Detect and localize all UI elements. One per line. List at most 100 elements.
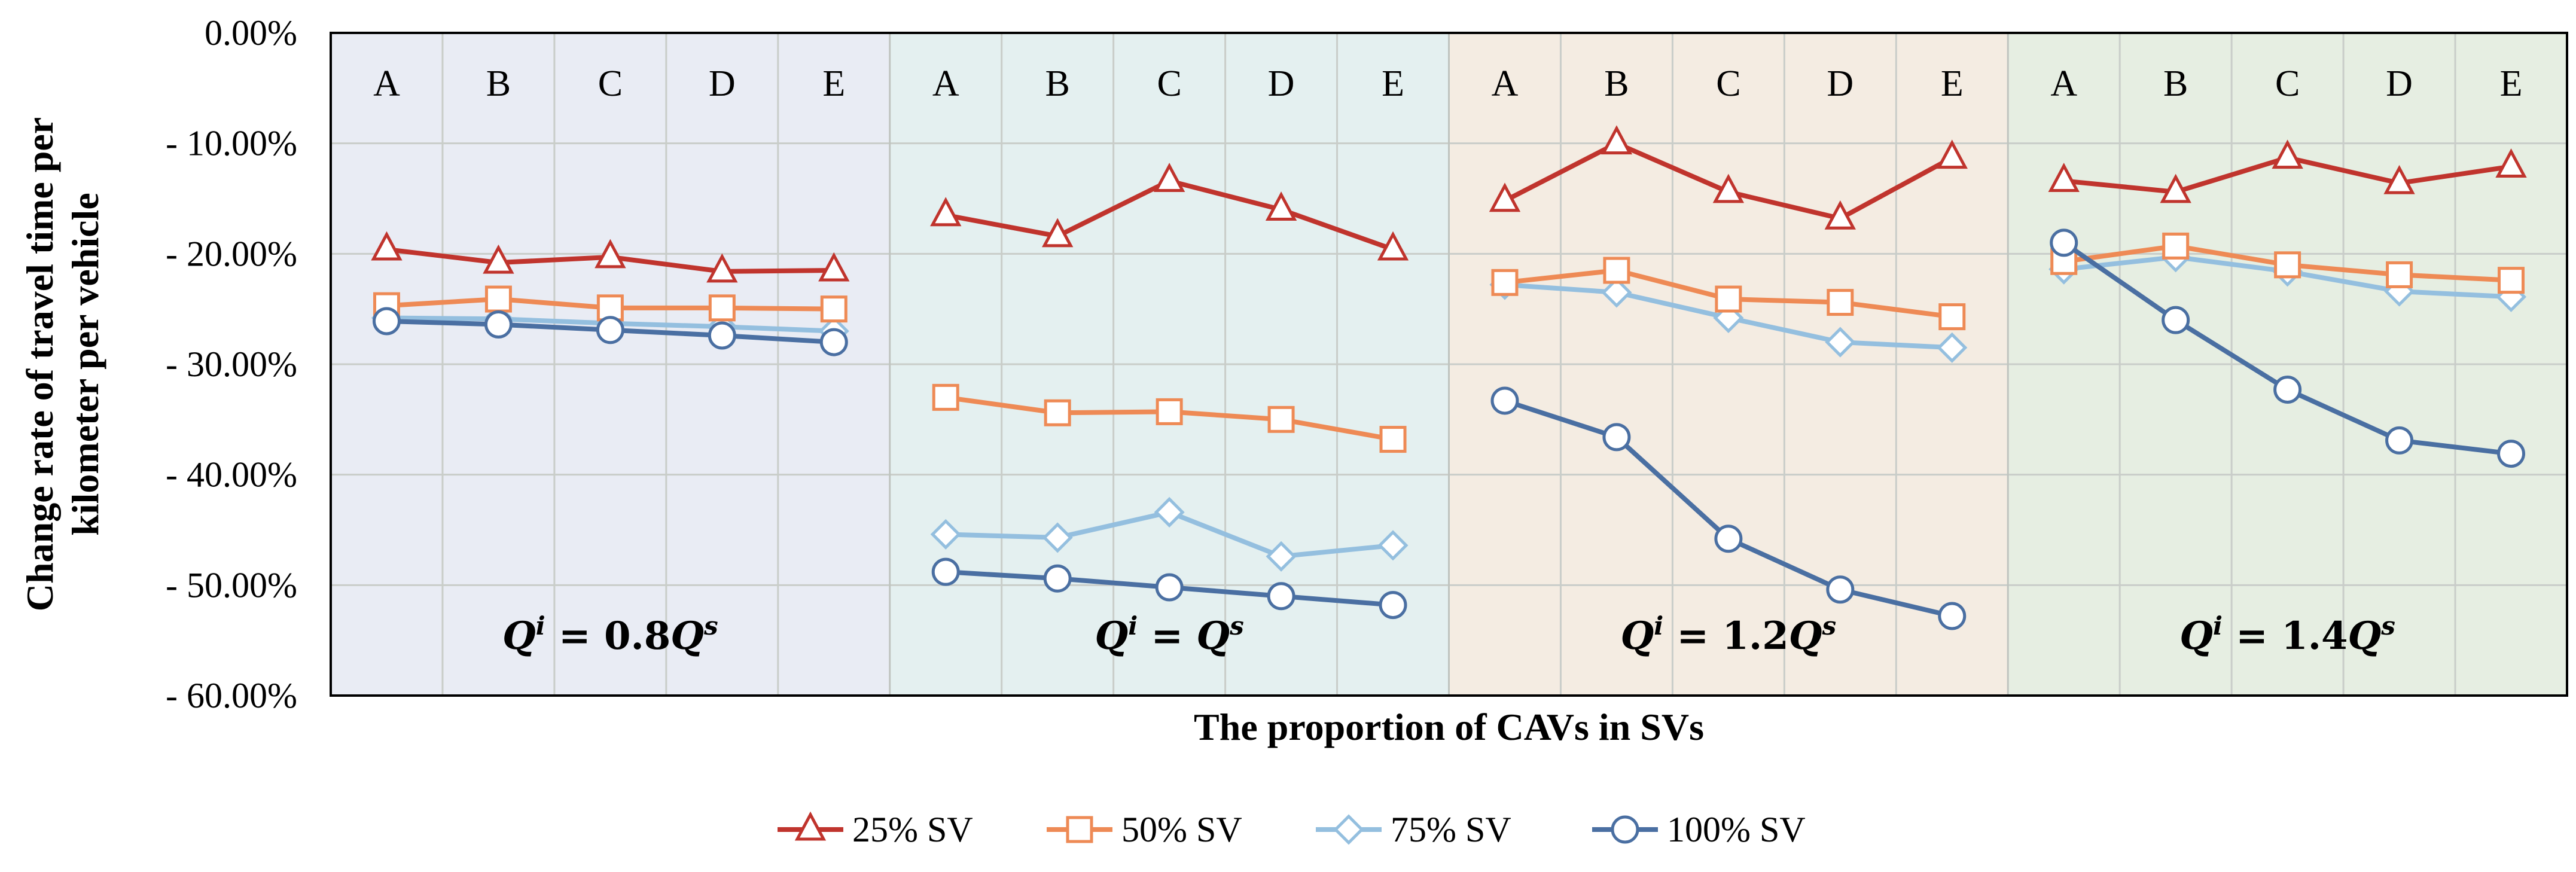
legend-item: 100% SV: [1592, 810, 1806, 849]
data-point: [2048, 163, 2080, 192]
data-point: [1938, 303, 1966, 331]
data-point: [371, 231, 403, 261]
data-point: [1827, 289, 1854, 316]
data-point: [2385, 426, 2414, 455]
data-point: [1826, 575, 1855, 604]
data-point: [1490, 386, 1519, 415]
data-point: [2272, 139, 2303, 169]
data-point: [1715, 285, 1742, 313]
panel-label: Qi = 0.8Qs: [502, 611, 718, 659]
legend-marker: [794, 811, 827, 841]
data-point: [1603, 257, 1630, 284]
data-point: [1267, 405, 1295, 433]
data-point: [1042, 522, 1073, 553]
data-point: [1489, 182, 1521, 212]
category-label: D: [1827, 63, 1853, 104]
legend-marker: [1611, 815, 1639, 844]
data-point: [1043, 564, 1072, 593]
data-point: [1265, 191, 1297, 221]
data-point: [708, 294, 736, 322]
y-axis-title-line: kilometer per vehicle: [64, 193, 106, 535]
data-point: [2162, 232, 2190, 260]
legend-label: 100% SV: [1667, 810, 1806, 849]
legend-label: 50% SV: [1121, 810, 1242, 849]
data-point: [2162, 306, 2190, 334]
data-point: [484, 310, 513, 339]
data-point: [1602, 423, 1631, 452]
y-tick-label: - 40.00%: [166, 455, 297, 495]
y-tick-label: - 60.00%: [166, 676, 297, 715]
panel-label: Qi = Qs: [1095, 611, 1243, 659]
y-axis: 0.00% - 10.00% - 20.00% - 30.00% - 40.00% - 5…: [166, 13, 297, 715]
data-point: [2498, 267, 2525, 294]
data-point: [1153, 163, 1185, 192]
data-point: [1154, 496, 1185, 528]
data-point: [2386, 261, 2413, 288]
panel-labels: Qi = 0.8Qs Qi = Qs Qi = 1.2Qs Qi = 1.4Qs: [502, 611, 2395, 659]
data-point: [1377, 231, 1409, 261]
data-point: [932, 383, 959, 411]
data-point: [1936, 139, 1968, 169]
data-point: [2495, 148, 2527, 178]
data-point: [1377, 530, 1409, 561]
category-label: C: [598, 63, 623, 104]
data-point: [2274, 251, 2301, 279]
category-label: D: [2386, 63, 2413, 104]
series-layer: [371, 125, 2527, 630]
category-label: A: [932, 63, 959, 104]
data-point: [1937, 332, 1968, 363]
y-tick-label: - 30.00%: [166, 344, 297, 384]
data-point: [2160, 173, 2191, 203]
y-tick-label: 0.00%: [205, 13, 297, 53]
data-point: [1156, 398, 1183, 425]
data-point: [820, 295, 848, 323]
data-point: [930, 197, 962, 227]
legend-marker: [1066, 816, 1093, 843]
category-label: E: [1382, 63, 1404, 104]
plot-frame: [330, 32, 2568, 697]
data-point: [372, 307, 401, 336]
data-point: [1601, 125, 1633, 155]
category-label: A: [373, 63, 400, 104]
legend-marker: [1333, 814, 1364, 845]
category-label: B: [486, 63, 511, 104]
category-label: A: [1492, 63, 1519, 104]
category-label: A: [2050, 63, 2077, 104]
category-label: D: [1268, 63, 1295, 104]
data-point: [1938, 602, 1967, 630]
category-label: C: [1716, 63, 1740, 104]
category-label: D: [709, 63, 736, 104]
y-tick-label: - 10.00%: [166, 124, 297, 163]
legend-item: 25% SV: [778, 810, 973, 849]
data-point: [1267, 582, 1295, 611]
category-label: C: [1157, 63, 1181, 104]
panel-label: Qi = 1.2Qs: [1621, 611, 1837, 659]
data-point: [1824, 200, 1856, 230]
legend-item: 75% SV: [1316, 810, 1511, 849]
data-point: [708, 321, 736, 350]
x-axis-title: The proportion of CAVs in SVs: [1194, 706, 1704, 748]
legend-label: 25% SV: [852, 810, 973, 849]
data-point: [1379, 426, 1407, 453]
data-point: [1491, 269, 1519, 296]
category-label: E: [1941, 63, 1964, 104]
data-point: [483, 244, 514, 274]
data-point: [596, 316, 624, 344]
data-point: [706, 253, 738, 283]
data-point: [1044, 399, 1071, 426]
data-point: [1712, 173, 1745, 203]
gridlines: [331, 32, 2567, 697]
category-label: B: [1045, 63, 1069, 104]
data-point: [1155, 573, 1184, 602]
data-point: [930, 519, 961, 550]
data-point: [931, 557, 960, 586]
category-label: E: [2500, 63, 2523, 104]
category-label: C: [2275, 63, 2300, 104]
data-point: [1041, 218, 1074, 248]
data-point: [819, 328, 848, 356]
legend: 25% SV 50% SV 75% SV 100% SV: [778, 810, 1806, 849]
data-point: [2273, 375, 2302, 404]
data-point: [818, 252, 850, 282]
